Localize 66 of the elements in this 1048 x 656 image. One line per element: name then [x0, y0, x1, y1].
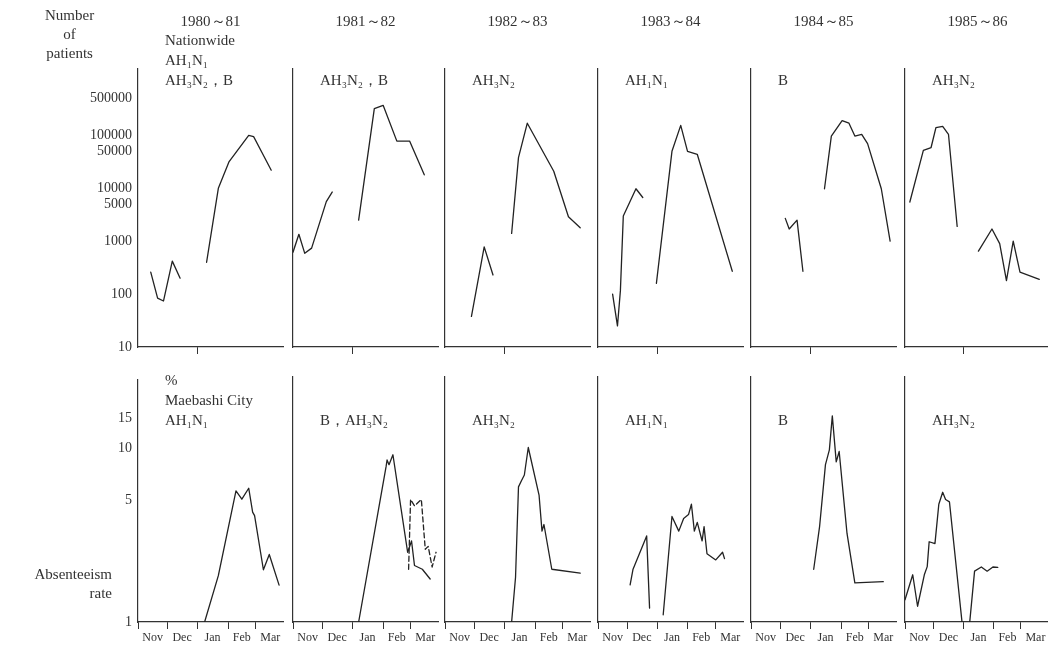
x-tick-label: Dec — [632, 630, 652, 645]
x-tick-label: Dec — [479, 630, 499, 645]
x-tick-label: Nov — [755, 630, 777, 645]
x-tick-label: Dec — [172, 630, 192, 645]
x-tick-label: Nov — [297, 630, 319, 645]
x-tick-label: Dec — [327, 630, 347, 645]
x-tick-label: Nov — [909, 630, 930, 645]
annotation: AH₃N₂，B — [320, 71, 388, 90]
x-tick-label: Dec — [938, 630, 959, 645]
x-tick-label: Jan — [970, 630, 987, 645]
chart-title: 1983～84 — [639, 12, 702, 31]
x-tick-label: Feb — [232, 630, 251, 645]
x-tick-label: Mar — [567, 630, 588, 645]
x-tick-label: Mar — [873, 630, 894, 645]
y-tick-label: 5000 — [104, 195, 132, 211]
text: Nationwide — [165, 31, 235, 50]
annotation: AH₁N₁ — [165, 51, 209, 70]
x-tick-label: Mar — [415, 630, 436, 645]
y-axis-title: Absenteeism rate — [34, 565, 112, 603]
x-tick-label: Jan — [511, 630, 528, 645]
x-tick-label: Feb — [998, 630, 1017, 645]
y-tick-label: 50000 — [97, 143, 132, 158]
annotation: AH₁N₁ — [165, 411, 209, 430]
annotation: AH₁N₁ — [625, 411, 668, 430]
y-tick-label: 10 — [118, 338, 132, 354]
x-tick-label: Mar — [1025, 630, 1046, 645]
y-tick-label: 10 — [118, 440, 132, 456]
x-tick-label: Feb — [387, 630, 406, 645]
x-tick-label: Nov — [449, 630, 471, 645]
y-axis-title: Number of patients — [45, 6, 95, 63]
annotation: AH₃N₂ — [932, 71, 975, 90]
x-tick-label: Feb — [845, 630, 864, 645]
annotation: AH₃N₂ — [472, 411, 515, 430]
annotation: AH₃N₂ — [472, 71, 515, 90]
x-tick-label: Nov — [142, 630, 164, 645]
x-tick-label: Jan — [663, 630, 680, 645]
x-tick-label: Feb — [539, 630, 558, 645]
chart-title: 1981～82 — [334, 12, 397, 31]
annotation: B，AH₃N₂ — [320, 411, 388, 430]
y-tick-label: 5 — [125, 492, 132, 508]
x-tick-label: Dec — [785, 630, 805, 645]
y-tick-label: 15 — [118, 409, 132, 425]
annotation: AH₃N₂ — [932, 411, 975, 430]
x-tick-label: Jan — [817, 630, 834, 645]
y-tick-label: 100000 — [90, 127, 132, 143]
x-tick-label: Nov — [602, 630, 623, 645]
annotation: Maebashi City — [165, 391, 253, 410]
annotation: B — [778, 71, 789, 90]
chart-title: 1985～86 — [946, 12, 1009, 31]
y-tick-label: 100 — [111, 285, 132, 301]
x-tick-label: Mar — [720, 630, 741, 645]
y-tick-label: 1 — [125, 613, 132, 629]
x-tick-label: Jan — [359, 630, 376, 645]
chart-title: 1982～83 — [486, 12, 549, 31]
annotation: % — [165, 371, 179, 390]
y-tick-label: 1000 — [104, 232, 132, 248]
x-tick-label: Mar — [260, 630, 281, 645]
annotation: AH₃N₂，B — [165, 71, 234, 90]
annotation: B — [778, 411, 789, 430]
chart-title: 1984～85 — [792, 12, 855, 31]
x-tick-label: Feb — [692, 630, 711, 645]
chart-title: 1980～81 — [179, 12, 242, 31]
y-tick-label: 10000 — [97, 179, 132, 195]
y-tick-label: 500000 — [90, 90, 132, 106]
x-tick-label: Jan — [204, 630, 221, 645]
annotation: AH₁N₁ — [625, 71, 668, 90]
